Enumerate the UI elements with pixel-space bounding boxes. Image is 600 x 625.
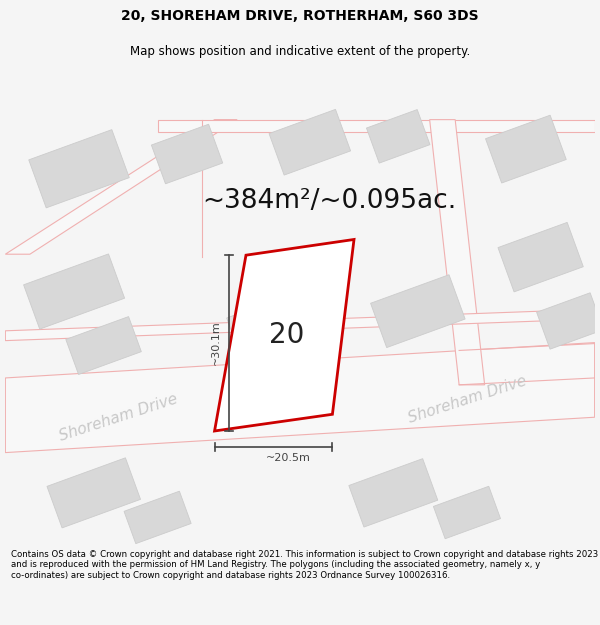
Polygon shape <box>536 292 600 349</box>
Polygon shape <box>66 317 142 374</box>
Text: ~20.5m: ~20.5m <box>266 454 311 464</box>
Polygon shape <box>371 275 465 348</box>
Polygon shape <box>349 459 438 527</box>
Text: Shoreham Drive: Shoreham Drive <box>406 373 528 426</box>
Text: Shoreham Drive: Shoreham Drive <box>57 391 179 444</box>
Polygon shape <box>367 109 430 163</box>
Polygon shape <box>158 119 595 132</box>
Polygon shape <box>124 491 191 544</box>
Polygon shape <box>5 309 595 341</box>
Text: ~30.1m: ~30.1m <box>211 321 221 366</box>
Text: 20: 20 <box>269 321 304 349</box>
Polygon shape <box>227 293 314 369</box>
Polygon shape <box>47 458 140 528</box>
Polygon shape <box>5 342 595 452</box>
Text: Contains OS data © Crown copyright and database right 2021. This information is : Contains OS data © Crown copyright and d… <box>11 550 598 580</box>
Polygon shape <box>5 119 237 254</box>
Text: 20, SHOREHAM DRIVE, ROTHERHAM, S60 3DS: 20, SHOREHAM DRIVE, ROTHERHAM, S60 3DS <box>121 9 479 23</box>
Polygon shape <box>485 115 566 183</box>
Polygon shape <box>269 109 350 175</box>
Polygon shape <box>433 486 500 539</box>
Text: Map shows position and indicative extent of the property.: Map shows position and indicative extent… <box>130 45 470 58</box>
Polygon shape <box>29 129 129 208</box>
Polygon shape <box>151 124 223 184</box>
Polygon shape <box>23 254 125 329</box>
Polygon shape <box>498 222 583 292</box>
Text: ~384m²/~0.095ac.: ~384m²/~0.095ac. <box>202 188 457 214</box>
Polygon shape <box>215 239 354 431</box>
Polygon shape <box>430 119 485 385</box>
